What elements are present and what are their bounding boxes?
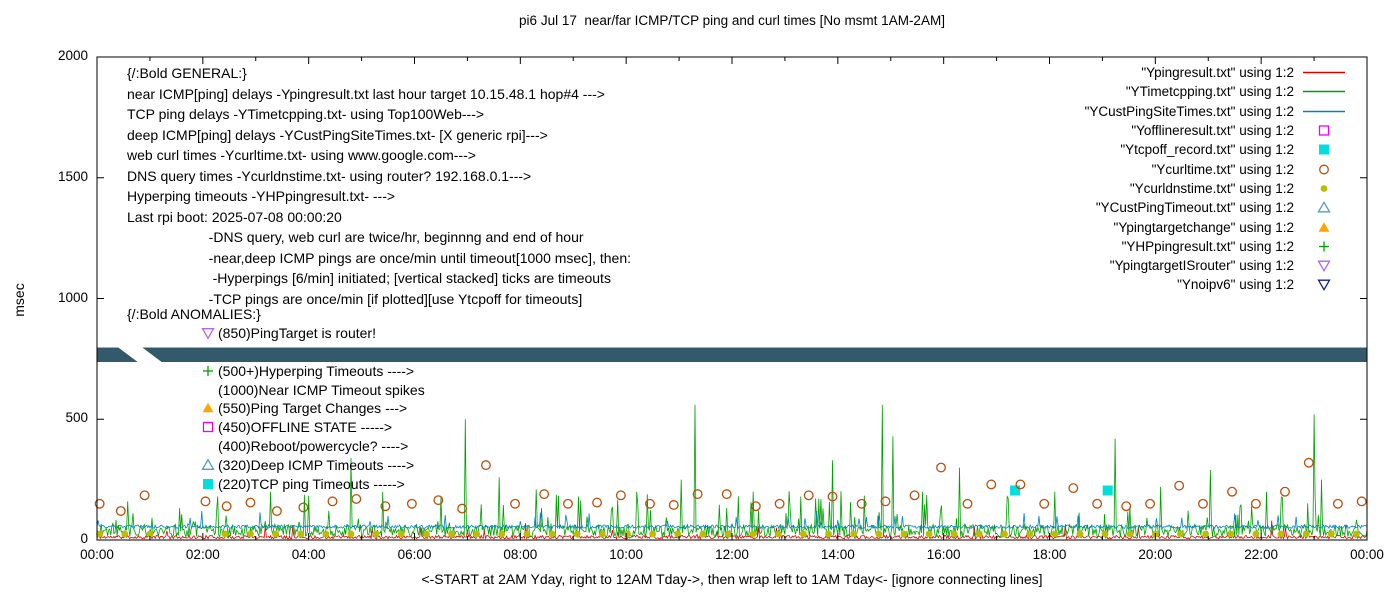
legend-label: "Ytcpoff_record.txt" using 1:2 [1120,142,1294,158]
anomaly-marker-square-filled-icon [203,478,213,489]
series-points-Ycurltime [94,457,1367,516]
legend-label: "Ypingtargetchange" using 1:2 [1113,219,1294,235]
general-line: deep ICMP[ping] delays -YCustPingSiteTim… [127,126,548,143]
legend-item: "Ynoipv6" using 1:2 [1085,275,1347,294]
chart-title: pi6 Jul 17 near/far ICMP/TCP ping and cu… [519,13,945,28]
legend-label: "YCustPingTimeout.txt" using 1:2 [1095,200,1294,216]
legend-item: "Ypingresult.txt" using 1:2 [1085,63,1347,82]
anomaly-row: (1000)Near ICMP Timeout spikes [201,380,425,399]
legend-label: "YHPpingresult.txt" using 1:2 [1121,238,1294,254]
x-axis-label: <-START at 2AM Yday, right to 12AM Tday-… [421,571,1043,587]
anomaly-row: (320)Deep ICMP Timeouts ----> [201,455,425,474]
anomaly-row: (550)Ping Target Changes ---> [201,399,425,418]
legend-label: "Ycurltime.txt" using 1:2 [1151,161,1294,177]
legend-label: "YTimetcpping.txt" using 1:2 [1125,84,1294,100]
anomalies-header: {/:Bold ANOMALIES:} [127,306,261,322]
legend-item: "YHPpingresult.txt" using 1:2 [1085,237,1347,256]
anomaly-marker-tri-up-open-icon [201,458,215,470]
legend-item: "YCustPingSiteTimes.txt" using 1:2 [1085,102,1347,121]
legend-marker-tri-down-open-icon [1317,260,1331,273]
legend-label: "Ycurldnstime.txt" using 1:2 [1129,180,1294,196]
legend-marker-circle-open-icon [1319,164,1329,175]
band-break-notch [117,346,163,364]
anomaly-label: (220)TCP ping Timeouts -----> [218,475,405,492]
general-line: -Hyperpings [6/min] initiated; [vertical… [127,270,611,286]
legend-marker-tri-up-open-icon [1317,201,1331,213]
series-points-Ytcpoff_record [1010,485,1113,496]
legend-item: "Ycurldnstime.txt" using 1:2 [1085,179,1347,198]
general-line: Hyperping timeouts -YHPpingresult.txt- -… [127,188,396,204]
general-line: Last rpi boot: 2025-07-08 00:00:20 [127,208,342,225]
general-line: DNS query times -Ycurldnstime.txt- using… [127,167,532,184]
anomaly-label: (320)Deep ICMP Timeouts ----> [218,456,415,473]
general-annotation-block: {/:Bold GENERAL:} near ICMP[ping] delays … [127,63,631,309]
anomaly-label: (1000)Near ICMP Timeout spikes [218,381,425,398]
legend-item: "Ycurltime.txt" using 1:2 [1085,159,1347,178]
legend-label: "YCustPingSiteTimes.txt" using 1:2 [1084,103,1294,119]
anomaly-row: (400)Reboot/powercycle? ----> [201,437,425,456]
anomaly-label: (450)OFFLINE STATE -----> [218,419,393,436]
anomaly-marker-spacer [201,345,215,359]
legend-item: "Yofflineresult.txt" using 1:2 [1085,121,1347,140]
legend-item: "Ypingtargetchange" using 1:2 [1085,217,1347,236]
general-line: -near,deep ICMP pings are once/min until… [127,249,631,266]
anomaly-label: (400)Reboot/powercycle? ----> [218,437,409,454]
legend-item: "YCustPingTimeout.txt" using 1:2 [1085,198,1347,217]
legend-marker-square-open-icon [1318,125,1330,136]
legend-label: "Ynoipv6" using 1:2 [1177,277,1294,293]
anomaly-row: (500+)Hyperping Timeouts ----> [201,361,425,380]
anomaly-marker-spacer [201,439,215,453]
general-line: -DNS query, web curl are twice/hr, begin… [127,229,584,245]
anomaly-row: (450)OFFLINE STATE -----> [201,418,425,437]
legend-marker-square-filled-icon [1319,144,1329,155]
general-line: {/:Bold GENERAL:} [127,65,247,81]
legend-label: "Ypingresult.txt" using 1:2 [1141,65,1294,81]
legend-item: "Ytcpoff_record.txt" using 1:2 [1085,140,1347,159]
general-line: TCP ping delays -YTimetcpping.txt- using… [127,106,485,122]
anomaly-marker-square-open-icon [202,422,214,433]
anomaly-row: (850)PingTarget is router! [201,324,425,343]
legend-line-sample [1303,91,1345,93]
anomaly-marker-tri-up-filled-icon [202,403,214,413]
obscuring-band [97,347,1367,363]
anomaly-row: (220)TCP ping Timeouts -----> [201,474,425,493]
legend-marker-tri-down-open-icon [1317,279,1331,292]
anomalies-annotation-block: {/:Bold ANOMALIES:} (850)PingTarget is ro… [127,305,425,493]
anomaly-label: (850)PingTarget is router! [218,325,376,342]
legend-marker-tri-up-filled-icon [1318,221,1330,232]
legend-marker-circle-filled-icon [1320,185,1328,192]
legend-label: "Yofflineresult.txt" using 1:2 [1131,123,1294,139]
y-axis-label: msec [11,283,27,317]
legend-marker-plus-icon [1319,241,1329,252]
anomaly-marker-spacer [201,383,215,397]
legend-line-sample [1303,71,1345,74]
series-line-YCustPingSiteTimes [96,510,1368,530]
legend-line-sample [1303,110,1345,112]
anomaly-marker-plus-icon [203,365,213,376]
general-line: near ICMP[ping] delays -Ypingresult.txt … [127,85,605,102]
general-line: web curl times -Ycurltime.txt- using www… [127,147,476,163]
series-points-Ycurldnstime [96,530,1360,538]
anomaly-label: (550)Ping Target Changes ---> [218,400,408,417]
legend-item: "YTimetcpping.txt" using 1:2 [1085,82,1347,101]
legend: "Ypingresult.txt" using 1:2 "YTimetcpping… [1085,63,1347,295]
legend-item: "YpingtargetISrouter" using 1:2 [1085,256,1347,275]
general-line: -TCP pings are once/min [if plotted][use… [127,290,583,307]
legend-label: "YpingtargetISrouter" using 1:2 [1109,258,1294,274]
anomaly-marker-tri-down-open-icon [201,328,215,340]
anomaly-row [201,343,425,362]
anomaly-label: (500+)Hyperping Timeouts ----> [218,362,415,379]
